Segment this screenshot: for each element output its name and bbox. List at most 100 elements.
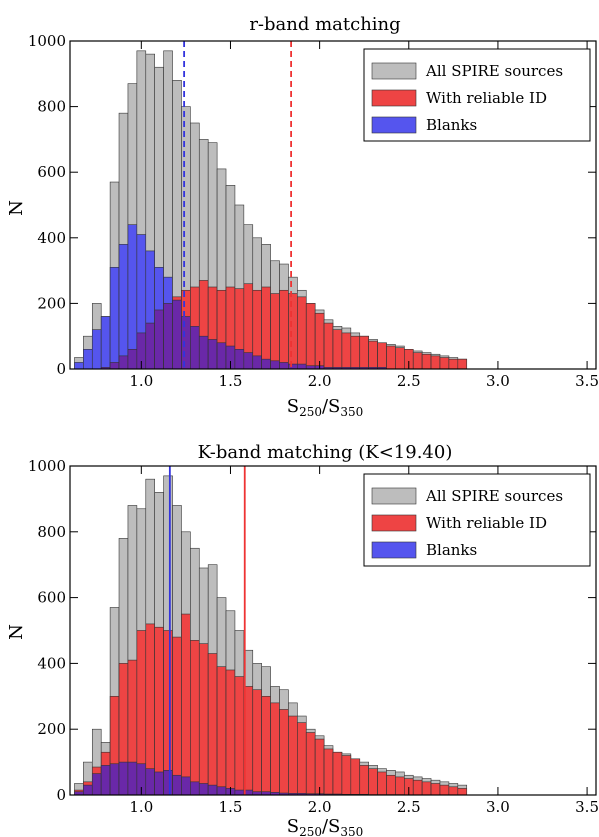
r-band-overlap-bar <box>181 316 191 370</box>
k-band-reliable-bar <box>270 702 280 796</box>
k-band-overlap-bar <box>100 765 111 796</box>
r-band-overlap-bar <box>172 299 182 370</box>
k-band-xtick-label: 2.5 <box>397 798 421 816</box>
k-band-reliable-bar <box>395 776 405 796</box>
k-band-median-lines <box>168 466 246 795</box>
k-band-reliable-bar <box>216 666 227 796</box>
r-band-xtick-label: 3.0 <box>486 372 510 390</box>
k-band-overlap-bar <box>109 763 120 796</box>
k-band-reliable-bar <box>225 669 236 796</box>
k-band-ytick-label: 400 <box>37 654 66 672</box>
k-band-reliable-bar <box>341 755 352 796</box>
r-band-panel: r-band matching 1.0 1.5 2.0 2.5 3.0 3.5 0 200 40… <box>6 14 599 419</box>
r-band-xlabel: S250/S350 <box>287 396 364 419</box>
r-band-reliable-bar <box>395 347 405 370</box>
k-band-title: K-band matching (K<19.40) <box>198 442 453 463</box>
k-band-reliable-bar <box>297 722 307 796</box>
k-band-reliable-bar <box>386 774 396 796</box>
r-band-reliable-bar <box>341 332 352 370</box>
r-band-blanks-bar <box>118 244 129 370</box>
r-band-reliable-bar <box>386 345 396 370</box>
r-band-blanks-bar <box>74 362 84 370</box>
r-band-legend-swatch <box>371 89 417 107</box>
r-band-reliable-bar <box>332 329 343 370</box>
k-band-overlap-bar <box>216 786 227 796</box>
k-band-xtick-label: 1.0 <box>129 798 153 816</box>
k-band-axes-frame <box>69 465 597 796</box>
r-band-tick-labels: 1.0 1.5 2.0 2.5 3.0 3.5 0 200 400 600 800 1000 <box>28 32 599 390</box>
k-band-reliable-bar <box>279 709 289 796</box>
r-band-reliable-bar <box>377 342 387 370</box>
k-band-reliable-bar <box>323 748 334 796</box>
k-band-reliable-bar <box>198 643 209 796</box>
r-band-xtick-label: 1.5 <box>219 372 243 390</box>
r-band-blanks-bar <box>83 349 93 370</box>
k-band-reliable-bar <box>448 786 459 796</box>
r-band-xtick-label: 2.5 <box>397 372 421 390</box>
k-band-overlap-bar <box>190 781 200 796</box>
r-band-reliable-bar <box>421 353 432 370</box>
r-band-legend-label: Blanks <box>426 116 477 134</box>
k-band-bars <box>74 475 468 796</box>
r-band-overlap-bar <box>279 362 289 370</box>
r-band-xtick-label: 3.5 <box>575 372 599 390</box>
r-band-overlap-bar <box>109 362 120 370</box>
k-band-reliable-bar <box>288 715 298 796</box>
r-band-blanks-bar <box>109 267 120 370</box>
k-band-ytick-label: 600 <box>37 589 66 607</box>
k-band-ytick-label: 0 <box>56 786 66 804</box>
r-band-overlap-bar <box>127 349 138 370</box>
k-band-reliable-bar <box>457 788 468 796</box>
r-band-overlap-bar <box>288 363 298 370</box>
r-band-ytick-label: 800 <box>37 98 66 116</box>
r-band-xtick-label: 1.0 <box>129 372 153 390</box>
r-band-reliable-bar <box>368 340 378 370</box>
k-band-axes <box>69 465 597 796</box>
r-band-blanks-bar <box>91 329 102 370</box>
r-band-reliable-bar <box>279 289 289 370</box>
k-band-reliable-bar <box>439 784 450 796</box>
k-band-overlap-bar <box>172 774 182 796</box>
r-band-legend-swatch <box>371 116 417 134</box>
k-band-panel: K-band matching (K<19.40) 1.0 1.5 2.0 2.5 3.… <box>6 442 599 837</box>
r-band-reliable-bar <box>448 358 459 370</box>
k-band-legend-label: With reliable ID <box>426 514 547 532</box>
r-band-reliable-bar <box>323 322 334 370</box>
k-band-legend-swatch <box>371 487 417 505</box>
r-band-overlap-bar <box>252 355 262 370</box>
r-band-title: r-band matching <box>249 14 400 35</box>
r-band-overlap-bar <box>261 358 271 370</box>
k-band-overlap-bar <box>145 768 155 796</box>
r-band-reliable-bar <box>261 286 271 370</box>
r-band-reliable-bar <box>297 296 307 370</box>
r-band-legend: All SPIRE sources With reliable ID Blanks <box>363 48 591 142</box>
r-band-bars <box>74 50 468 370</box>
r-band-overlap-bar <box>163 303 173 370</box>
k-band-xtick-label: 3.0 <box>486 798 510 816</box>
k-band-legend-swatch <box>371 541 417 559</box>
r-band-reliable-bar <box>359 335 369 370</box>
r-band-ytick-label: 200 <box>37 294 66 312</box>
k-band-xtick-label: 2.0 <box>308 798 332 816</box>
k-band-xtick-label: 1.5 <box>219 798 243 816</box>
k-band-legend: All SPIRE sources With reliable ID Blanks <box>363 473 591 567</box>
k-band-reliable-bar <box>430 783 441 796</box>
r-band-reliable-bar <box>412 352 423 370</box>
k-band-tick-labels: 1.0 1.5 2.0 2.5 3.0 3.5 0 200 400 600 800 1000 <box>28 457 599 816</box>
k-band-reliable-bar <box>234 676 245 796</box>
r-band-axes-frame <box>69 40 597 370</box>
k-band-ytick-label: 1000 <box>28 457 66 475</box>
k-band-reliable-bar <box>368 768 378 796</box>
r-band-axes <box>69 40 597 370</box>
k-band-overlap-bar <box>127 761 138 796</box>
r-band-ytick-label: 400 <box>37 229 66 247</box>
k-band-reliable-bar <box>412 779 423 796</box>
r-band-legend-label: With reliable ID <box>426 89 547 107</box>
r-band-ytick-label: 0 <box>56 360 66 378</box>
k-band-ylabel: N <box>6 624 27 640</box>
k-band-reliable-bar <box>252 689 262 796</box>
r-band-overlap-bar <box>154 309 164 370</box>
r-band-ylabel: N <box>6 200 27 216</box>
r-band-reliable-bar <box>430 355 441 370</box>
